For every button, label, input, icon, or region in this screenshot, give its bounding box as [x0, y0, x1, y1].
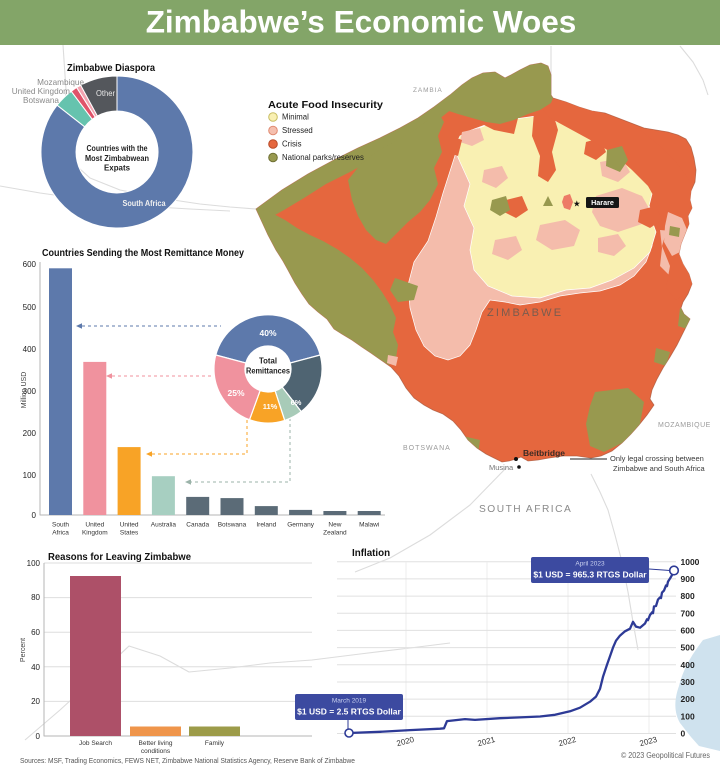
- svg-text:500: 500: [23, 303, 37, 312]
- svg-text:United: United: [120, 522, 139, 529]
- svg-text:6%: 6%: [291, 398, 302, 407]
- svg-text:Beitbridge: Beitbridge: [523, 448, 565, 458]
- svg-text:Kingdom: Kingdom: [82, 530, 108, 537]
- svg-text:1000: 1000: [681, 557, 700, 567]
- svg-text:$1 USD = 965.3 RTGS Dollar: $1 USD = 965.3 RTGS Dollar: [533, 570, 647, 580]
- svg-text:Inflation: Inflation: [352, 548, 390, 559]
- svg-text:0: 0: [32, 511, 37, 520]
- svg-text:Remittances: Remittances: [246, 367, 291, 376]
- svg-text:Countries Sending the Most Rem: Countries Sending the Most Remittance Mo…: [42, 248, 244, 259]
- svg-text:Only legal crossing between: Only legal crossing between: [610, 454, 704, 463]
- svg-text:900: 900: [681, 574, 695, 584]
- svg-text:$1 USD = 2.5 RTGS Dollar: $1 USD = 2.5 RTGS Dollar: [297, 707, 401, 717]
- svg-text:Musina: Musina: [489, 463, 514, 472]
- svg-text:Botswana: Botswana: [23, 96, 59, 105]
- svg-text:20: 20: [31, 697, 40, 706]
- svg-text:New: New: [328, 522, 341, 529]
- svg-text:11%: 11%: [263, 402, 278, 411]
- svg-text:800: 800: [681, 591, 695, 601]
- svg-text:600: 600: [23, 260, 37, 269]
- svg-text:Germany: Germany: [287, 522, 314, 529]
- svg-text:ZIMBABWE: ZIMBABWE: [487, 307, 563, 319]
- svg-text:United: United: [85, 522, 104, 529]
- svg-text:Stressed: Stressed: [282, 126, 313, 135]
- svg-text:United Kingdom: United Kingdom: [12, 87, 70, 96]
- svg-text:Canada: Canada: [186, 522, 209, 529]
- svg-text:Million USD: Million USD: [21, 372, 28, 409]
- svg-text:700: 700: [681, 608, 695, 618]
- svg-text:Mozambique: Mozambique: [37, 78, 84, 87]
- svg-text:100: 100: [27, 559, 41, 568]
- svg-text:60: 60: [31, 628, 40, 637]
- svg-text:Percent: Percent: [20, 638, 27, 662]
- svg-text:April 2023: April 2023: [575, 561, 605, 568]
- svg-text:BOTSWANA: BOTSWANA: [403, 445, 451, 452]
- svg-text:States: States: [120, 530, 139, 537]
- svg-text:Harare: Harare: [591, 198, 614, 207]
- svg-text:300: 300: [23, 387, 37, 396]
- svg-text:400: 400: [681, 660, 695, 670]
- svg-text:Better living: Better living: [139, 740, 173, 747]
- svg-text:SOUTH AFRICA: SOUTH AFRICA: [479, 504, 572, 515]
- svg-text:March 2019: March 2019: [332, 698, 367, 705]
- svg-text:600: 600: [681, 626, 695, 636]
- svg-text:Ireland: Ireland: [256, 522, 276, 529]
- svg-text:400: 400: [23, 345, 37, 354]
- svg-text:Family: Family: [205, 740, 225, 747]
- svg-text:Australia: Australia: [151, 522, 177, 529]
- svg-text:South Africa: South Africa: [123, 198, 166, 208]
- svg-text:100: 100: [681, 711, 695, 721]
- svg-text:Africa: Africa: [52, 530, 69, 537]
- svg-text:Zimbabwe and South Africa: Zimbabwe and South Africa: [613, 464, 706, 473]
- svg-text:Reasons for Leaving Zimbabwe: Reasons for Leaving Zimbabwe: [48, 552, 191, 563]
- svg-text:0: 0: [681, 729, 686, 739]
- svg-text:300: 300: [681, 677, 695, 687]
- svg-text:Job Search: Job Search: [79, 740, 112, 747]
- svg-text:Botswana: Botswana: [218, 522, 247, 529]
- svg-text:80: 80: [31, 593, 40, 602]
- svg-text:Crisis: Crisis: [282, 140, 302, 149]
- svg-text:40: 40: [31, 663, 40, 672]
- svg-text:Sources: MSF, Trading Economic: Sources: MSF, Trading Economics, FEWS NE…: [20, 756, 355, 765]
- svg-text:ZAMBIA: ZAMBIA: [413, 87, 443, 94]
- svg-text:Minimal: Minimal: [282, 113, 309, 122]
- svg-text:South: South: [52, 522, 69, 529]
- svg-text:Total: Total: [259, 357, 277, 366]
- svg-text:200: 200: [681, 694, 695, 704]
- svg-text:Zealand: Zealand: [323, 530, 347, 537]
- svg-text:Most Zimbabwean: Most Zimbabwean: [85, 153, 149, 163]
- svg-text:40%: 40%: [259, 328, 276, 338]
- svg-text:Malawi: Malawi: [359, 522, 379, 529]
- svg-text:500: 500: [681, 643, 695, 653]
- svg-text:25%: 25%: [227, 388, 244, 398]
- svg-text:★: ★: [573, 199, 581, 209]
- svg-text:Expats: Expats: [104, 163, 130, 173]
- svg-text:200: 200: [23, 429, 37, 438]
- svg-text:0: 0: [36, 732, 41, 741]
- svg-text:Acute Food Insecurity: Acute Food Insecurity: [268, 99, 383, 111]
- svg-text:National parks/reserves: National parks/reserves: [282, 153, 364, 162]
- svg-text:100: 100: [23, 471, 37, 480]
- svg-text:Zimbabwe Diaspora: Zimbabwe Diaspora: [67, 63, 155, 74]
- svg-text:conditions: conditions: [141, 748, 171, 755]
- svg-text:Other: Other: [96, 88, 115, 98]
- svg-text:© 2023 Geopolitical Futures: © 2023 Geopolitical Futures: [621, 751, 710, 760]
- svg-text:Countries with the: Countries with the: [87, 143, 148, 153]
- svg-text:MOZAMBIQUE: MOZAMBIQUE: [658, 422, 711, 429]
- svg-text:Zimbabwe’s Economic Woes: Zimbabwe’s Economic Woes: [146, 4, 577, 40]
